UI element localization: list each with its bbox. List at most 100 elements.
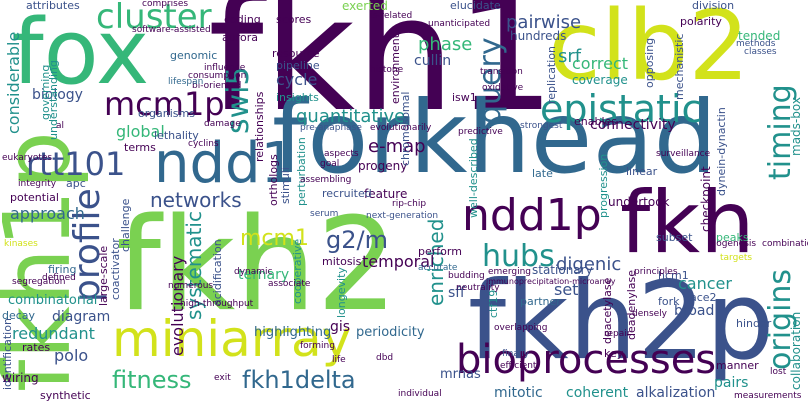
word-digenic: digenic <box>556 254 622 275</box>
word-late: late <box>532 167 553 180</box>
word-stationary: stationary <box>532 263 593 277</box>
word-fox: fox <box>12 0 150 105</box>
word-fkh: fkh <box>620 173 755 273</box>
word-dynamic: dynamic <box>234 267 273 277</box>
word-coherent: coherent <box>566 385 629 401</box>
word-g2m: g2/m <box>326 226 388 254</box>
word-comprises: comprises <box>142 0 189 9</box>
word-undertook: undertook <box>608 195 670 209</box>
word-elucidate: elucidate <box>450 0 501 12</box>
word-aurora: aurora <box>222 31 258 44</box>
word-fkh1delta: fkh1delta <box>242 366 356 394</box>
word-gis: gis <box>330 319 351 335</box>
word-checkpoint: checkpoint <box>699 166 713 232</box>
word-life: life <box>332 355 346 365</box>
word-targets: targets <box>720 253 753 263</box>
word-periodicity: periodicity <box>356 325 425 340</box>
word-immunoprecipitation: immunoprecipitation-microarray <box>486 277 616 286</box>
word-mrnas: mrnas <box>440 367 481 382</box>
word-cullin: cullin <box>414 53 452 69</box>
word-preanaphase: pre-anaphase <box>300 123 362 133</box>
word-defined: defined <box>42 273 76 283</box>
word-longevity: longevity <box>335 267 348 318</box>
word-hcm1: hcm1 <box>658 269 689 282</box>
word-fkh1: fkh1 <box>208 0 556 147</box>
word-combination: combination <box>762 239 808 249</box>
word-srf: srf <box>558 46 582 67</box>
word-biogenesis: biogenesis <box>708 239 757 249</box>
word-collaboration: collaboration <box>789 311 803 390</box>
word-linear: linear <box>626 165 658 178</box>
word-assembling: assembling <box>300 175 352 185</box>
word-aspects: aspects <box>324 149 359 159</box>
word-pairwise: pairwise <box>506 12 582 33</box>
word-hubs: hubs <box>482 239 555 274</box>
word-repair: repair <box>604 329 631 339</box>
word-evolutionarily: evolutionarily <box>370 123 432 133</box>
word-exerted: exerted <box>342 0 388 13</box>
word-polo: polo <box>54 346 89 365</box>
word-tended: tended <box>738 29 781 43</box>
word-cyclins: cyclins <box>188 139 219 149</box>
word-genomic: genomic <box>170 49 218 62</box>
word-combinatorial: combinatorial <box>8 293 98 308</box>
word-alkalization: alkalization <box>636 385 716 401</box>
word-partner: partner <box>520 295 561 308</box>
word-damage: damage <box>204 119 241 129</box>
word-coding: coding <box>224 13 261 26</box>
word-replication: replication <box>545 45 558 104</box>
word-neutrality: neutrality <box>456 283 500 293</box>
word-insights: insights <box>276 91 319 104</box>
word-relationships: relationships <box>253 91 266 162</box>
word-individual: individual <box>398 389 442 399</box>
word-enables: enables <box>574 115 618 128</box>
word-sff: sff <box>448 285 465 301</box>
word-feature: feature <box>364 187 408 201</box>
word-biology: biology <box>32 87 83 103</box>
word-consumption: consumption <box>188 71 247 81</box>
word-peaks: peaks <box>716 231 749 244</box>
word-approach: approach <box>10 204 85 223</box>
word-fork: fork <box>658 295 680 308</box>
word-attributes: attributes <box>26 0 80 12</box>
word-fitness: fitness <box>112 366 192 394</box>
word-dyneindynactin: dynein-dynactin <box>715 107 728 196</box>
word-redundant: redundant <box>12 324 95 343</box>
word-clb2: clb2 <box>548 0 750 102</box>
word-global: global <box>116 122 165 141</box>
word-ace2: ace2 <box>690 291 717 304</box>
word-mechanistic: mechanistic <box>673 33 686 100</box>
word-softwareassisted: software-assisted <box>132 25 211 35</box>
word-phase: phase <box>418 34 473 55</box>
word-networks: networks <box>150 188 242 212</box>
word-cancer: cancer <box>678 274 732 293</box>
word-manner: manner <box>716 359 759 372</box>
word-firing: firing <box>48 263 77 276</box>
word-highthroughput: high-throughput <box>180 299 254 309</box>
word-highlighting: highlighting <box>254 325 332 340</box>
word-exit: exit <box>214 373 231 383</box>
word-perform: perform <box>418 245 462 258</box>
word-perturbation: perturbation <box>295 137 308 206</box>
word-bioriented: bi-oriented <box>192 81 242 91</box>
word-organisms: organisms <box>138 107 195 120</box>
word-kinases: kinases <box>4 239 38 249</box>
word-wellDescribed: well-described <box>467 138 480 218</box>
word-coactivator: coactivator <box>109 238 122 300</box>
word-isw1: isw1 <box>452 91 477 104</box>
word-goal: goal <box>320 159 340 169</box>
word-progeny: progeny <box>358 159 408 173</box>
word-hundreds: hundreds <box>510 29 567 43</box>
word-resource: resource <box>272 47 320 60</box>
word-strongest: strongest <box>520 121 563 131</box>
word-query: query <box>473 37 508 124</box>
word-ripchip: rip-chip <box>392 199 427 209</box>
word-bioprocesses: bioprocesses <box>456 337 717 383</box>
word-principles: principles <box>634 267 678 277</box>
word-lethality: lethality <box>154 129 199 142</box>
word-forming: forming <box>300 341 335 351</box>
word-recruited: recruited <box>322 187 372 200</box>
word-rates: rates <box>22 341 51 354</box>
word-stimuli: stimuli <box>279 167 292 204</box>
